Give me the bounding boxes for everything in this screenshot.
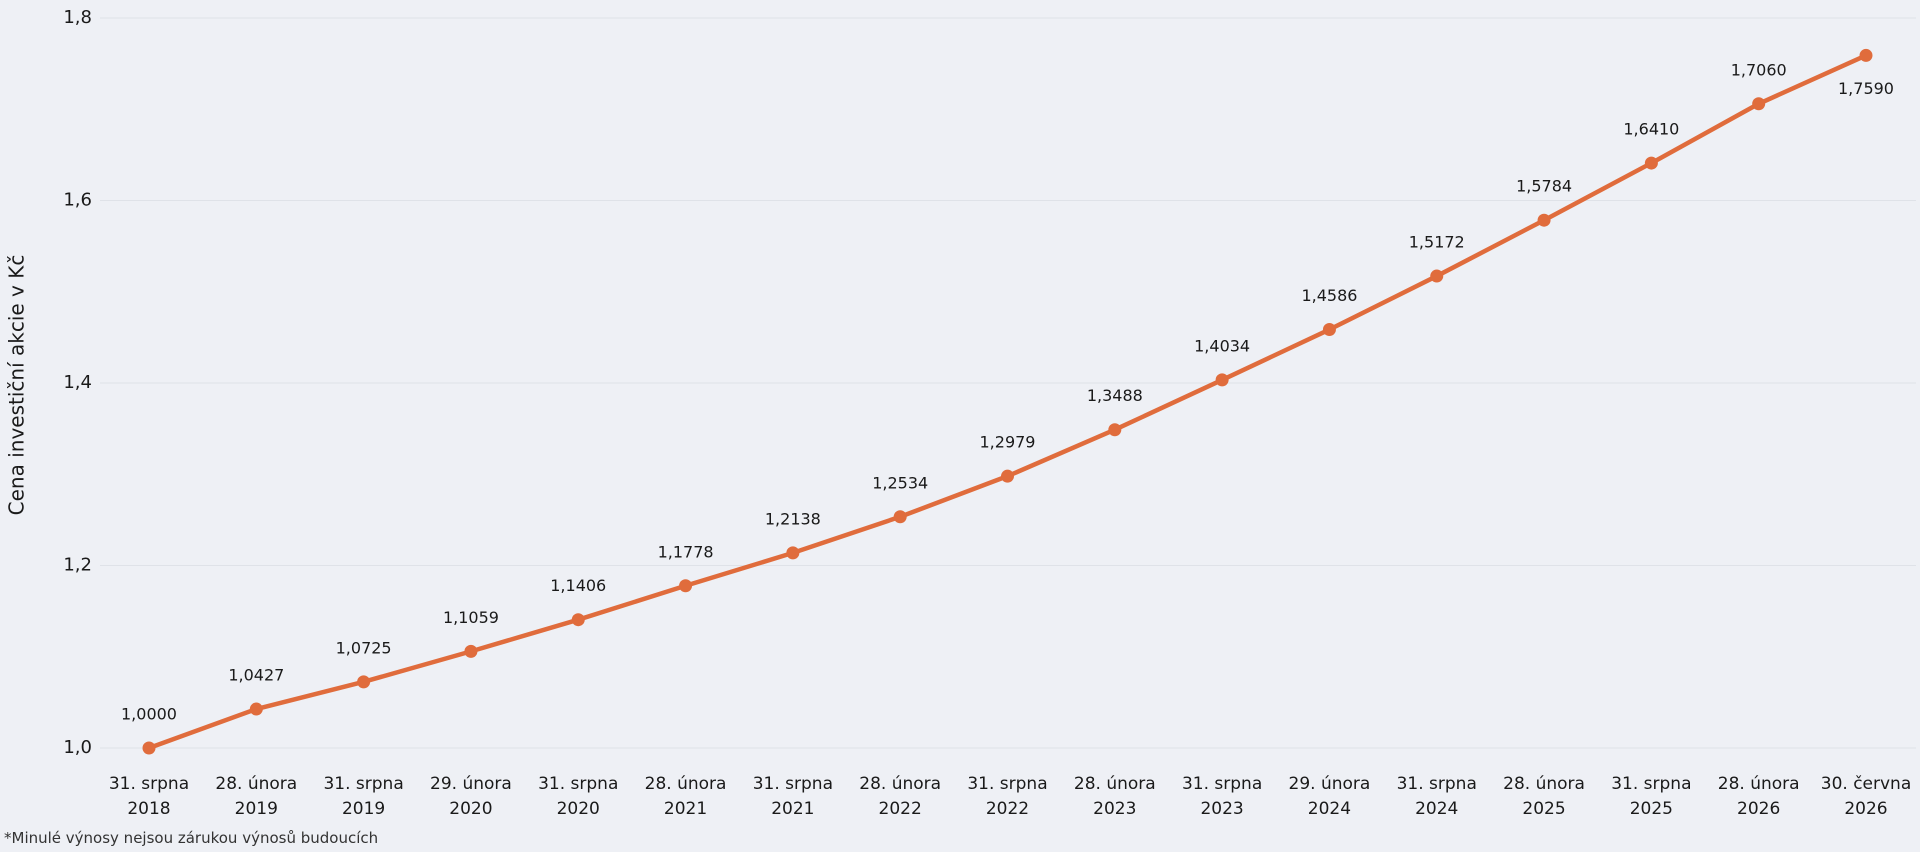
y-tick-label: 1,8: [63, 7, 92, 28]
x-tick-label: 31. srpna 2019: [323, 774, 404, 819]
x-tick-label: 31. srpna 2018: [108, 774, 190, 819]
value-label: 1,3488: [1087, 386, 1143, 405]
x-tick-label: 31. srpna 2021: [752, 774, 834, 819]
point: [464, 644, 478, 658]
point: [1108, 423, 1122, 437]
y-tick-label: 1,0: [63, 737, 92, 758]
value-label: 1,5784: [1516, 177, 1572, 196]
x-tick-label: 30. června 2026: [1820, 774, 1912, 819]
x-tick-label: 28. února 2025: [1503, 774, 1585, 819]
y-axis-title: Cena investiční akcie v Kč: [5, 255, 29, 516]
x-tick-label: 31. srpna 2022: [967, 774, 1048, 819]
value-label: 1,7590: [1838, 79, 1894, 98]
value-label: 1,2979: [980, 433, 1036, 452]
value-label: 1,1778: [658, 542, 714, 561]
x-tick-label: 28. února 2019: [215, 774, 298, 819]
line: [148, 53, 1867, 751]
x-tick-label: 29. února 2024: [1288, 774, 1371, 819]
value-label: 1,6410: [1623, 120, 1679, 139]
x-tick-label: 28. února 2026: [1717, 774, 1800, 819]
point: [571, 613, 585, 627]
point: [1644, 156, 1658, 170]
point: [1752, 97, 1766, 111]
point: [1859, 48, 1873, 62]
y-tick-label: 1,4: [63, 372, 92, 393]
x-tick-label: 31. srpna 2023: [1181, 774, 1263, 819]
value-label: 1,0000: [121, 705, 177, 724]
point: [1537, 213, 1551, 227]
point: [893, 510, 907, 524]
point: [1215, 373, 1229, 387]
value-label: 1,1406: [550, 576, 606, 595]
value-label: 1,0427: [228, 666, 284, 685]
point: [786, 546, 800, 560]
x-tick-label: 29. února 2020: [430, 774, 512, 819]
x-tick-label: 28. února 2023: [1073, 774, 1156, 819]
value-label: 1,1059: [443, 608, 499, 627]
value-label: 1,5172: [1409, 233, 1465, 252]
point: [357, 675, 371, 689]
x-tick-label: 31. srpna 2025: [1611, 774, 1692, 819]
value-label: 1,4586: [1301, 286, 1357, 305]
point: [679, 579, 693, 593]
point: [142, 741, 156, 755]
x-tick-label: 31. srpna 2020: [538, 774, 619, 819]
value-label: 1,7060: [1731, 60, 1787, 79]
value-label: 1,2138: [765, 509, 821, 528]
value-label: 1,2534: [872, 473, 928, 492]
point: [1322, 323, 1336, 337]
point: [249, 702, 263, 716]
y-tick-label: 1,6: [63, 190, 92, 211]
point: [1001, 469, 1014, 483]
footnote: *Minulé výnosy nejsou zárukou výnosů bud…: [4, 829, 379, 847]
x-tick-label: 28. února 2021: [644, 774, 727, 819]
value-label: 1,4034: [1194, 336, 1250, 355]
x-tick-label: 31. srpna 2024: [1396, 774, 1477, 819]
point: [1430, 269, 1444, 283]
y-tick-label: 1,2: [63, 555, 92, 576]
x-tick-label: 28. února 2022: [859, 774, 942, 819]
value-label: 1,0725: [336, 638, 392, 657]
